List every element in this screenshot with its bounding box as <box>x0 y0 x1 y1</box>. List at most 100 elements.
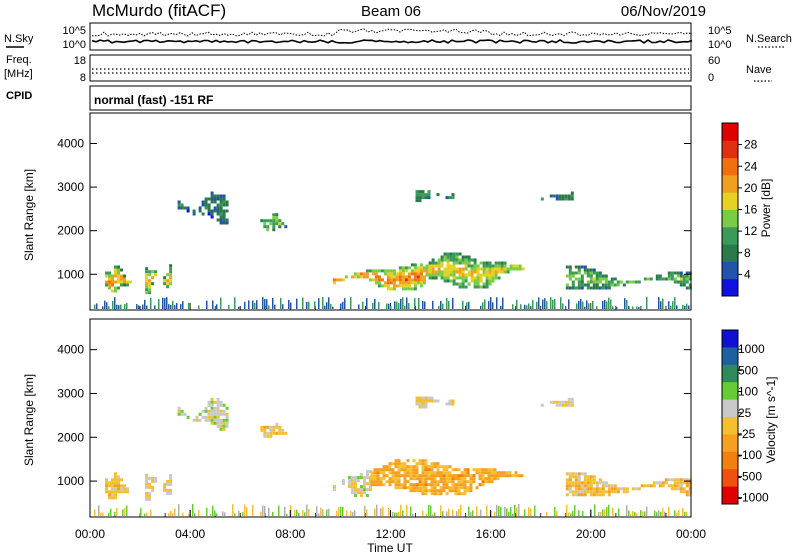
power-heatmap <box>89 190 692 310</box>
scatter-cell <box>389 287 393 291</box>
scatter-cell <box>679 274 683 278</box>
scatter-cell <box>568 472 572 476</box>
scatter-cell <box>169 270 173 274</box>
scatter-cell <box>670 274 674 278</box>
scatter-cell <box>583 493 587 497</box>
scatter-cell <box>458 273 462 277</box>
scatter-cell <box>114 481 117 485</box>
scatter-cell <box>192 209 196 213</box>
scatter-cell <box>574 472 578 476</box>
scatter-cell <box>446 276 450 280</box>
scatter-cell <box>421 190 425 194</box>
scatter-cell <box>145 479 149 483</box>
scatter-cell <box>365 494 369 498</box>
scatter-cell <box>272 425 276 429</box>
scatter-cell <box>409 465 413 469</box>
scatter-cell <box>622 490 626 494</box>
scatter-cell <box>377 269 381 273</box>
nsearch-tick-high: 10^5 <box>708 25 732 37</box>
ground-scatter-cell <box>488 301 490 309</box>
scatter-cell <box>213 406 217 410</box>
ground-scatter-cell <box>126 505 128 516</box>
scatter-cell <box>389 269 393 273</box>
scatter-cell <box>457 474 461 478</box>
scatter-cell <box>598 274 602 278</box>
scatter-cell <box>511 474 515 478</box>
scatter-cell <box>461 270 465 274</box>
scatter-cell <box>430 483 434 487</box>
ground-scatter-cell <box>534 505 536 516</box>
scatter-cell <box>598 280 602 284</box>
scatter-cell <box>452 270 456 274</box>
colorbar-swatch <box>722 123 738 141</box>
scatter-cell <box>500 270 504 274</box>
scatter-cell <box>628 280 632 284</box>
scatter-cell <box>114 493 117 497</box>
scatter-cell <box>421 462 425 466</box>
scatter-cell <box>458 276 462 280</box>
ground-scatter-cell <box>580 298 582 309</box>
scatter-cell <box>464 285 468 289</box>
scatter-cell <box>589 493 593 497</box>
scatter-cell <box>613 487 617 491</box>
ground-scatter-cell <box>604 509 606 516</box>
scatter-cell <box>583 475 587 479</box>
ground-scatter-cell <box>520 304 522 309</box>
scatter-cell <box>445 477 449 481</box>
scatter-cell <box>433 492 437 496</box>
ground-scatter-cell <box>398 511 400 516</box>
colorbar-tick-label: -1000 <box>738 491 769 505</box>
scatter-cell <box>455 261 459 265</box>
scatter-cell <box>439 492 443 496</box>
scatter-cell <box>350 482 354 486</box>
ground-scatter-cell <box>350 510 352 516</box>
scatter-cell <box>440 270 444 274</box>
scatter-cell <box>574 265 578 269</box>
ground-scatter-cell <box>640 510 642 516</box>
scatter-cell <box>222 197 226 201</box>
scatter-cell <box>658 277 662 281</box>
scatter-cell <box>421 471 425 475</box>
scatter-cell <box>568 478 572 482</box>
scatter-cell <box>105 271 108 275</box>
scatter-cell <box>661 484 665 488</box>
scatter-cell <box>166 488 170 492</box>
scatter-cell <box>373 480 377 484</box>
scatter-cell <box>580 274 584 278</box>
scatter-cell <box>219 427 223 431</box>
scatter-cell <box>503 261 507 265</box>
scatter-cell <box>485 270 489 274</box>
colorbar-tick-label: 8 <box>744 246 751 260</box>
scatter-cell <box>473 264 477 268</box>
scatter-cell <box>353 476 357 480</box>
scatter-cell <box>439 474 443 478</box>
scatter-cell <box>479 279 483 283</box>
scatter-cell <box>469 489 473 493</box>
scatter-cell <box>392 278 396 282</box>
scatter-cell <box>365 275 369 279</box>
scatter-cell <box>673 277 677 281</box>
scatter-cell <box>407 272 411 276</box>
scatter-cell <box>577 490 581 494</box>
scatter-cell <box>421 459 425 463</box>
scatter-cell <box>397 465 401 469</box>
ground-scatter-cell <box>124 304 126 309</box>
ground-scatter-cell <box>490 297 492 309</box>
scatter-cell <box>380 284 384 288</box>
scatter-cell <box>574 481 578 485</box>
scatter-cell <box>460 480 464 484</box>
scatter-cell <box>398 278 402 282</box>
scatter-cell <box>580 283 584 287</box>
scatter-cell <box>219 209 223 213</box>
scatter-cell <box>269 425 273 429</box>
scatter-cell <box>210 197 214 201</box>
scatter-cell <box>430 462 434 466</box>
scatter-cell <box>353 482 357 486</box>
scatter-cell <box>370 471 374 475</box>
colorbar-tick-label: 100 <box>738 385 758 399</box>
scatter-cell <box>424 480 428 484</box>
scatter-cell <box>676 484 680 488</box>
scatter-cell <box>485 282 489 286</box>
scatter-cell <box>461 273 465 277</box>
scatter-cell <box>401 287 405 291</box>
